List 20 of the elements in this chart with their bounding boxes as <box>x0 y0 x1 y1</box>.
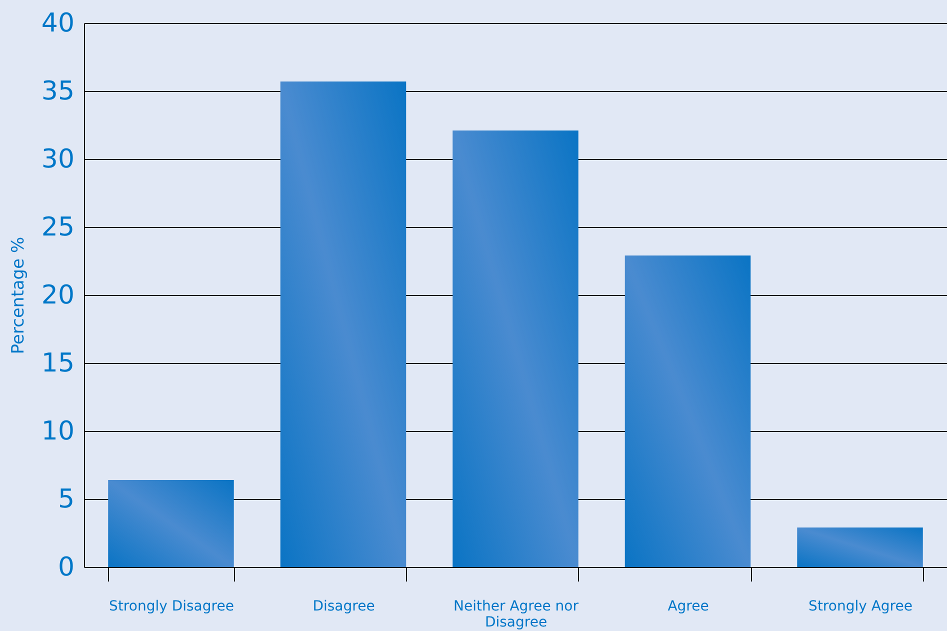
y-tick-label: 40 <box>41 8 74 38</box>
y-tick-label: 0 <box>58 552 74 582</box>
y-tick-label: 25 <box>41 212 74 242</box>
y-tick-label: 15 <box>41 348 74 378</box>
x-tick-label: Strongly Agree <box>808 598 912 614</box>
bar <box>624 256 751 567</box>
x-tick-label: Disagree <box>312 598 375 614</box>
x-tick-label: Agree <box>668 598 709 614</box>
x-tick-label: Strongly Disagree <box>109 598 234 614</box>
bar <box>280 81 406 567</box>
y-tick-label: 20 <box>41 280 74 310</box>
y-tick-label: 5 <box>58 484 74 514</box>
bar <box>108 480 234 567</box>
y-axis-title: Percentage % <box>8 236 28 354</box>
y-tick-label: 35 <box>41 76 74 106</box>
bar <box>452 130 578 567</box>
x-tick-label: Neither Agree nor Disagree <box>454 598 579 630</box>
y-tick-label: 30 <box>41 144 74 174</box>
bar <box>797 528 923 567</box>
y-tick-label: 10 <box>41 416 74 446</box>
